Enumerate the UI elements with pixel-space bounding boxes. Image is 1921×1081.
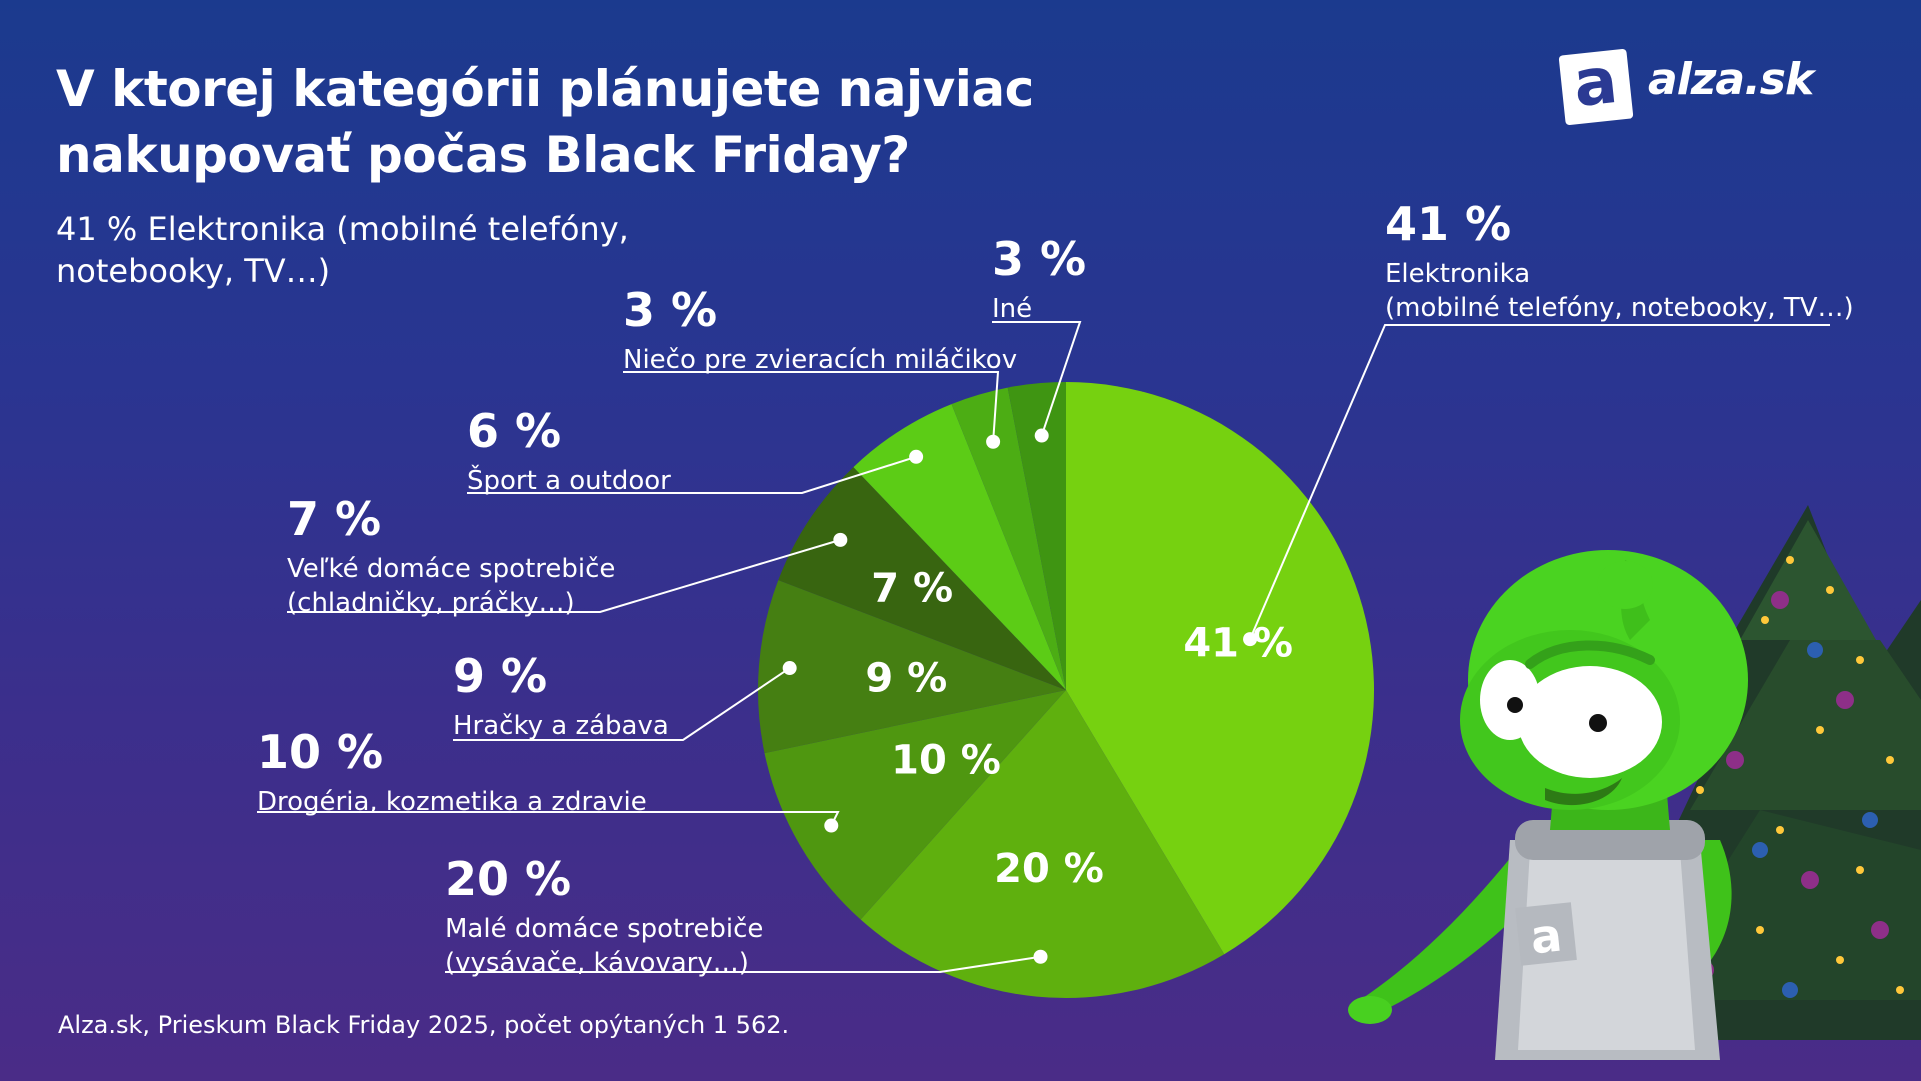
slice-outer-label: 6 % Šport a outdoor — [467, 404, 671, 496]
pie-slice — [860, 690, 1225, 999]
slice-category-label: (vysávače, kávovary…) — [445, 948, 749, 978]
page-subtitle: 41 % Elektronika (mobilné telefóny, note… — [56, 210, 629, 290]
source-note: Alza.sk, Prieskum Black Friday 2025, poč… — [58, 1011, 790, 1039]
slice-outer-label: 20 % Malé domáce spotrebiče (vysávače, káv… — [445, 852, 763, 978]
slice-category-label: Veľké domáce spotrebiče — [287, 554, 615, 584]
svg-text:a: a — [1528, 908, 1565, 965]
slice-outer-pct: 3 % — [992, 232, 1086, 286]
slice-category-label: Malé domáce spotrebiče — [445, 914, 763, 944]
slice-outer-pct: 7 % — [287, 492, 381, 546]
slice-outer-label: 3 % Iné — [992, 232, 1086, 324]
slice-outer-pct: 6 % — [467, 404, 561, 458]
slice-inner-pct-label: 41 % — [1183, 620, 1293, 666]
pie-slice — [1066, 382, 1375, 955]
slice-labels: 41 % 41 % Elektronika (mobilné telefóny, no… — [257, 197, 1854, 978]
slice-category-label: Hračky a zábava — [453, 711, 669, 741]
slice-category-label: (mobilné telefóny, notebooky, TV…) — [1385, 293, 1854, 323]
slice-inner-pct-label: 20 % — [994, 846, 1104, 892]
alien-mascot-illustration: a — [1348, 550, 1748, 1060]
slice-category-label: Šport a outdoor — [467, 464, 671, 496]
slice-inner-pct-label: 9 % — [865, 655, 947, 701]
leader-lines — [257, 321, 1830, 973]
leader-line — [992, 321, 1082, 436]
page-title: V ktorej kategórii plánujete najviac nak… — [56, 60, 1034, 184]
leader-line — [287, 538, 841, 613]
leader-line — [257, 811, 840, 826]
leader-line — [1249, 324, 1830, 640]
pie-slice — [951, 387, 1066, 690]
leader-line — [445, 955, 1041, 973]
pie-slice — [778, 467, 1066, 690]
alza-logo[interactable]: a alza.sk — [1558, 44, 1832, 128]
leader-line — [453, 667, 791, 741]
leader-line — [623, 371, 1000, 442]
slice-inner-pct-label: 7 % — [871, 566, 953, 612]
pie-slice — [764, 690, 1066, 920]
slice-outer-label: 41 % Elektronika (mobilné telefóny, notebo… — [1385, 197, 1854, 323]
pie-slices — [758, 382, 1375, 999]
pie-slice — [1007, 382, 1066, 690]
alza-logo-text: alza.sk — [1648, 54, 1814, 105]
slice-category-label: Niečo pre zvieracích miláčikov — [623, 345, 1017, 375]
slice-outer-label: 10 % Drogéria, kozmetika a zdravie — [257, 725, 647, 817]
slice-outer-pct: 3 % — [623, 283, 717, 337]
slice-outer-pct: 10 % — [257, 725, 383, 779]
slice-category-label: Elektronika — [1385, 259, 1530, 289]
slice-outer-pct: 9 % — [453, 649, 547, 703]
slice-category-label: (chladničky, práčky…) — [287, 588, 575, 618]
slice-inner-pct-label: 10 % — [891, 737, 1001, 783]
slice-outer-label: 3 % Niečo pre zvieracích miláčikov — [623, 283, 1017, 375]
pie-slice — [853, 404, 1066, 690]
slice-outer-label: 9 % Hračky a zábava — [453, 649, 669, 741]
slice-outer-pct: 41 % — [1385, 197, 1511, 251]
slice-outer-label: 7 % Veľké domáce spotrebiče (chladničky, p… — [287, 492, 615, 618]
slice-category-label: Iné — [992, 294, 1032, 324]
slice-outer-pct: 20 % — [445, 852, 571, 906]
slice-category-label: Drogéria, kozmetika a zdravie — [257, 787, 647, 817]
pie-slice — [758, 580, 1066, 754]
leader-line — [467, 455, 917, 494]
